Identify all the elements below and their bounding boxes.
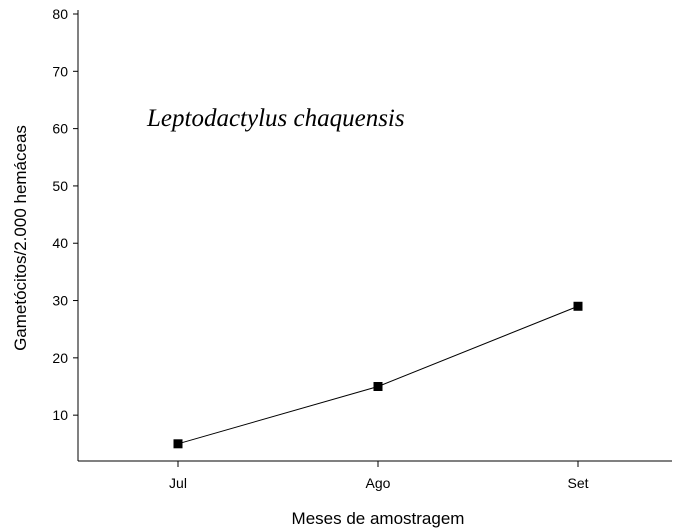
y-tick-label: 40	[52, 235, 68, 251]
y-tick-label: 10	[52, 407, 68, 423]
line	[177, 305, 579, 445]
x-tick-label: Jul	[169, 475, 187, 491]
marker	[373, 382, 383, 391]
marker	[573, 301, 583, 311]
y-tick-label: 30	[52, 293, 68, 309]
x-tick-label: Ago	[366, 475, 391, 491]
marker	[173, 439, 183, 449]
y-tick-label: 70	[52, 63, 68, 79]
y-axis-label: Gametócitos/2.000 hemáceas	[11, 125, 30, 351]
x-tick-label: Set	[567, 475, 588, 491]
y-tick-label: 80	[52, 6, 68, 22]
y-tick-label: 50	[52, 178, 68, 194]
x-axis-label: Meses de amostragem	[292, 509, 465, 528]
y-tick-label: 60	[52, 121, 68, 137]
annotation: Leptodactylus chaquensis	[146, 105, 405, 132]
y-tick-label: 20	[52, 350, 68, 366]
